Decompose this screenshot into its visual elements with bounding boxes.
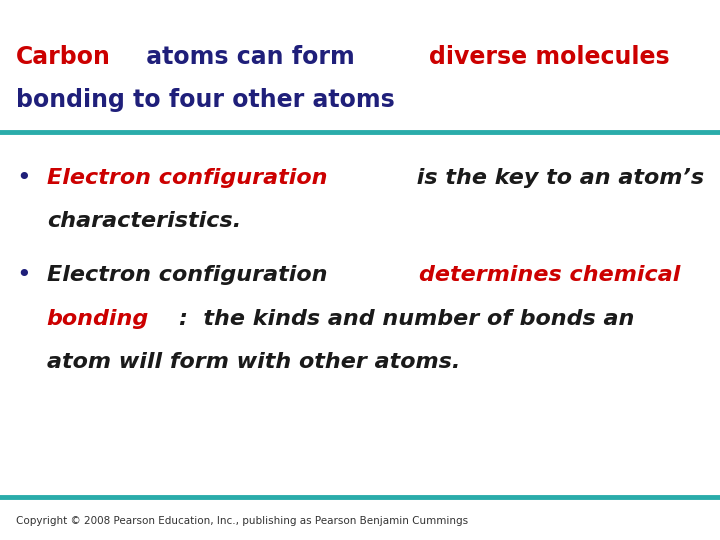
Text: atom will form with other atoms.: atom will form with other atoms.: [47, 352, 460, 372]
Text: characteristics.: characteristics.: [47, 211, 241, 232]
Text: •: •: [16, 264, 30, 287]
Text: bonding to four other atoms: bonding to four other atoms: [16, 88, 395, 112]
Text: Copyright © 2008 Pearson Education, Inc., publishing as Pearson Benjamin Cumming: Copyright © 2008 Pearson Education, Inc.…: [16, 516, 468, 526]
Text: determines chemical: determines chemical: [419, 265, 680, 286]
Text: Electron configuration: Electron configuration: [47, 168, 328, 188]
Text: Electron configuration: Electron configuration: [47, 265, 335, 286]
Text: •: •: [16, 166, 30, 190]
Text: is the key to an atom’s: is the key to an atom’s: [409, 168, 704, 188]
Text: atoms can form: atoms can form: [138, 45, 364, 69]
Text: diverse molecules: diverse molecules: [428, 45, 669, 69]
Text: Carbon: Carbon: [16, 45, 111, 69]
Text: bonding: bonding: [47, 308, 149, 329]
Text: :  the kinds and number of bonds an: : the kinds and number of bonds an: [179, 308, 634, 329]
